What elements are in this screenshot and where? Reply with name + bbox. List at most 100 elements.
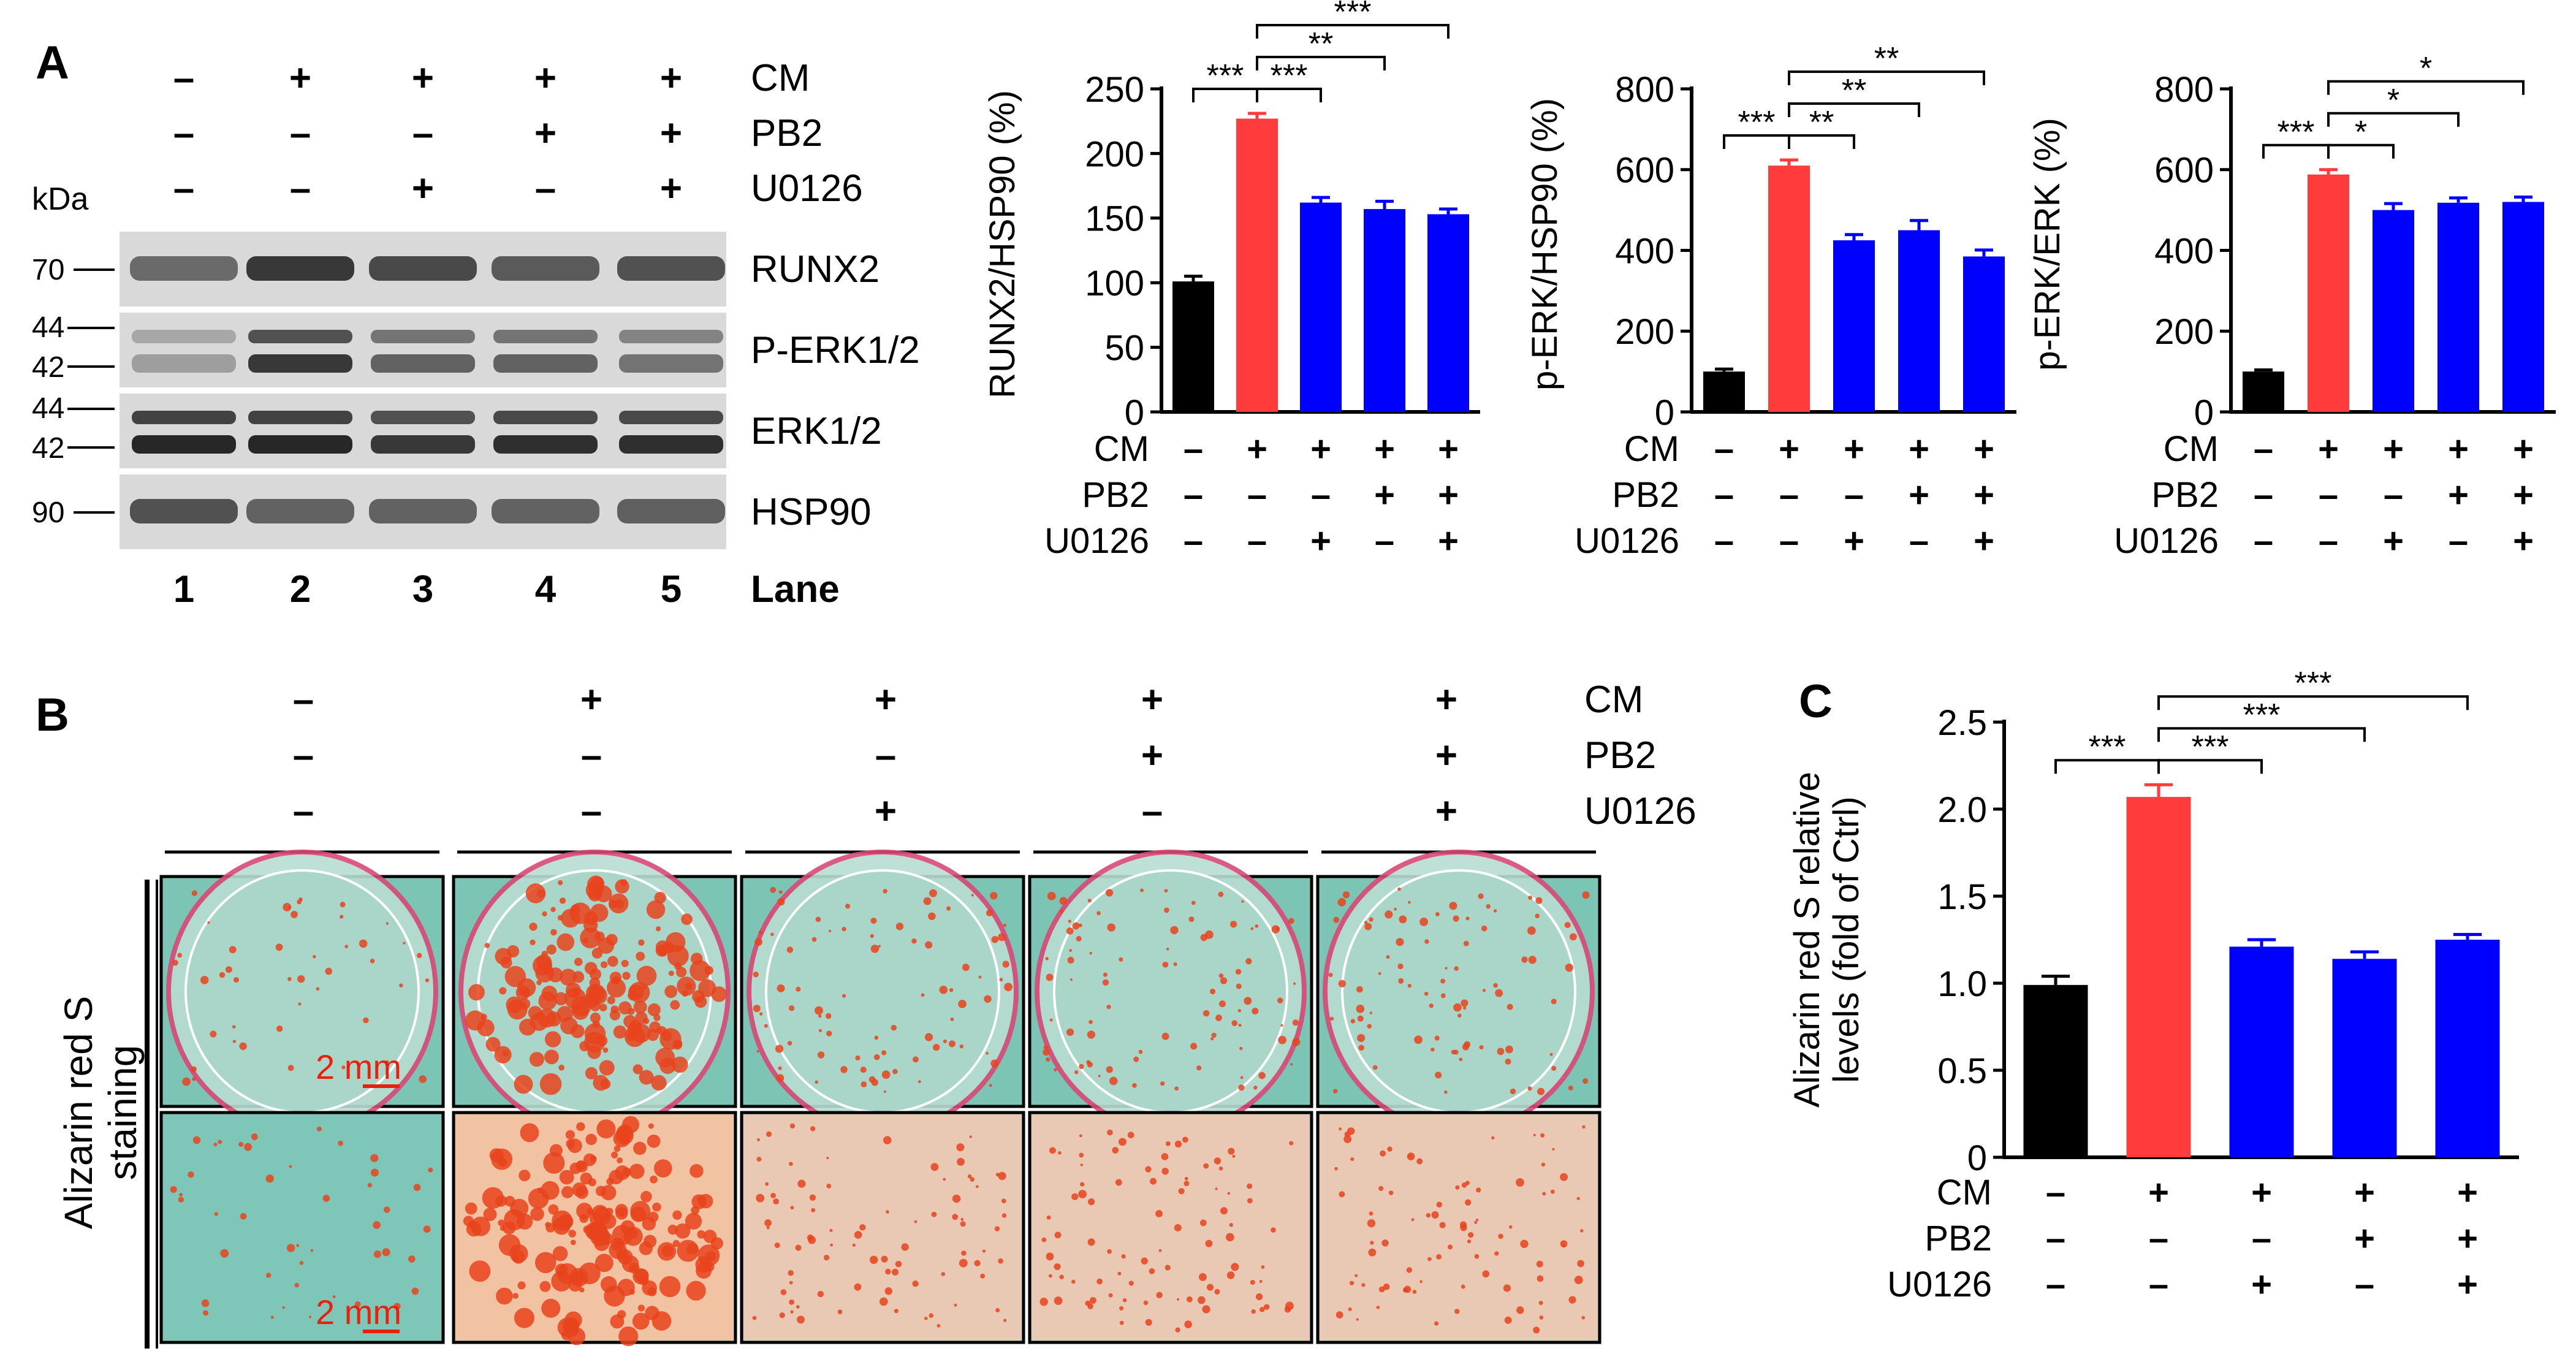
condition-sign: +	[2354, 1219, 2375, 1258]
stain-spot	[1238, 1084, 1245, 1091]
stain-spot	[1275, 926, 1280, 931]
stain-spot	[613, 1025, 627, 1039]
stain-spot	[855, 1055, 861, 1060]
stain-spot	[815, 1080, 818, 1084]
stain-spot	[344, 945, 349, 948]
stain-spot	[310, 1249, 314, 1252]
stain-spot	[322, 1195, 330, 1202]
stain-spot	[312, 954, 316, 959]
stain-spot	[1328, 972, 1333, 977]
stain-sign: –	[875, 734, 896, 777]
stain-spot	[1240, 1076, 1244, 1079]
stain-spot	[210, 1030, 217, 1038]
kda-marker: 42	[32, 432, 64, 465]
stain-spot	[817, 1290, 824, 1298]
stain-spot	[219, 972, 226, 978]
stain-spot	[496, 1287, 513, 1305]
stain-spot	[1549, 1052, 1553, 1056]
stain-spot	[489, 1148, 504, 1163]
stain-spot	[589, 968, 601, 980]
stain-spot	[1387, 1146, 1392, 1152]
stain-spot	[647, 1134, 661, 1148]
stain-spot	[1001, 1198, 1006, 1204]
stain-spot	[1416, 1158, 1423, 1165]
condition-sign: +	[2513, 475, 2534, 515]
stain-spot	[1198, 1273, 1207, 1281]
stain-spot	[632, 1312, 650, 1330]
stain-sign: –	[581, 790, 602, 832]
stain-spot	[1175, 1327, 1180, 1333]
stain-spot	[1580, 1229, 1584, 1233]
stain-field	[163, 1114, 441, 1341]
stain-spot	[636, 965, 657, 986]
stain-spot	[1505, 1058, 1511, 1065]
stain-spot	[592, 1020, 600, 1028]
stain-spot	[1203, 1163, 1209, 1169]
stain-spot	[1199, 1219, 1207, 1227]
stain-spot	[622, 972, 631, 980]
stain-spot	[1003, 923, 1006, 927]
blot-band-hsp90: 90 HSP90	[32, 474, 871, 549]
band-label: P-ERK1/2	[751, 329, 920, 371]
stain-spot	[1339, 1127, 1342, 1131]
stain-image-well-1	[159, 850, 445, 1133]
stain-spot	[1574, 1276, 1583, 1285]
blot-band-lower	[493, 435, 598, 454]
staining-label-line1: Alizarin red S	[56, 996, 101, 1230]
stain-spot	[647, 1003, 661, 1016]
stain-spot	[1329, 1016, 1334, 1021]
stain-spot	[770, 886, 777, 893]
stain-spot	[949, 988, 954, 992]
stain-spot	[1046, 973, 1054, 981]
stain-spot	[814, 1006, 823, 1015]
stain-spot	[881, 1070, 891, 1079]
stain-spot	[1047, 891, 1056, 900]
stain-spot	[595, 931, 605, 942]
condition-label: U0126	[1044, 521, 1149, 561]
stain-spot	[990, 892, 998, 900]
stain-spot	[1241, 900, 1244, 903]
stain-spot	[1552, 1147, 1555, 1151]
stain-spot	[1174, 1086, 1179, 1091]
stain-spot	[628, 981, 650, 1003]
stain-spot	[809, 1194, 816, 1201]
stain-spot	[901, 1243, 909, 1251]
stain-spot	[1132, 1083, 1137, 1088]
significance-label: **	[1874, 41, 1899, 77]
stain-spot	[629, 1020, 642, 1033]
stain-spot	[633, 1000, 647, 1014]
stain-spot	[974, 1260, 981, 1266]
stain-spot	[542, 967, 550, 975]
stain-spot	[484, 943, 490, 948]
stain-spot	[1196, 1065, 1202, 1071]
stain-spot	[507, 945, 520, 957]
stain-spot	[1078, 923, 1082, 927]
stain-spot	[1253, 1086, 1258, 1090]
blot-sign: –	[535, 167, 556, 210]
stain-spot	[891, 1024, 897, 1031]
stain-spot	[837, 1309, 843, 1315]
stain-spot	[591, 1204, 609, 1222]
stain-spot	[883, 889, 887, 894]
stain-spot	[545, 1222, 551, 1228]
stain-spot	[1399, 915, 1407, 924]
stain-spot	[633, 1064, 643, 1075]
stain-spot	[1338, 980, 1346, 988]
stain-spot	[1190, 1043, 1198, 1050]
stain-spot	[1448, 1244, 1453, 1250]
stain-spot	[1165, 1265, 1171, 1271]
stain-spot	[1107, 1249, 1112, 1254]
stain-spot	[873, 1054, 880, 1060]
stain-spot	[1215, 1187, 1218, 1190]
stain-spot	[811, 937, 817, 942]
stain-spot	[616, 1124, 633, 1141]
blot-sign: +	[660, 167, 682, 210]
stain-spot	[1430, 1047, 1435, 1052]
stain-spot	[599, 1003, 607, 1012]
significance-bracket	[1256, 88, 1322, 103]
stain-spot	[1070, 978, 1073, 981]
stain-spot	[842, 994, 846, 998]
stain-spot	[956, 1143, 965, 1152]
stain-spot	[704, 965, 714, 975]
stain-spot	[546, 1011, 562, 1027]
